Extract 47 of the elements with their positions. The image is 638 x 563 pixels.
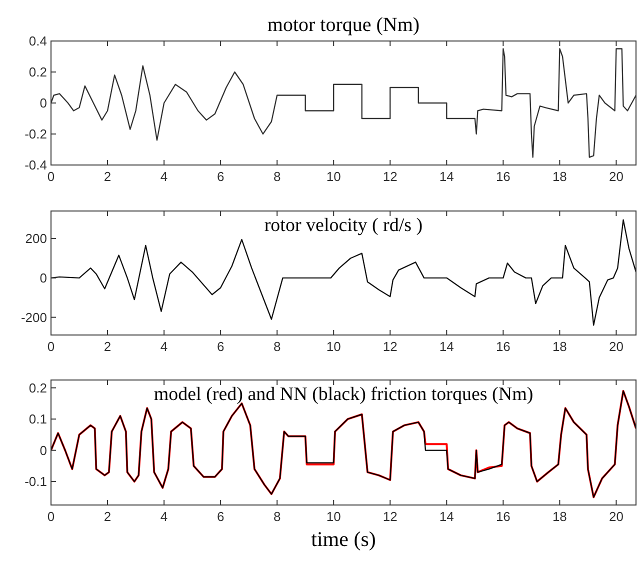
y-tick-label: -200 bbox=[20, 310, 47, 325]
chart-title: motor torque (Nm) bbox=[267, 14, 420, 36]
x-tick-label: 4 bbox=[160, 169, 168, 184]
x-tick-label: 12 bbox=[382, 339, 398, 354]
x-tick-label: 14 bbox=[439, 339, 454, 354]
y-tick-label: 0 bbox=[40, 442, 47, 458]
x-axis-title: time (s) bbox=[311, 527, 376, 551]
x-tick-label: 14 bbox=[439, 169, 454, 184]
x-tick-label: 12 bbox=[382, 509, 398, 524]
x-tick-label: 16 bbox=[496, 169, 510, 184]
x-tick-label: 6 bbox=[216, 509, 224, 524]
x-tick-label: 20 bbox=[608, 169, 624, 184]
y-tick-label: 0.2 bbox=[28, 380, 47, 396]
x-tick-label: 16 bbox=[496, 509, 510, 524]
x-tick-label: 8 bbox=[273, 339, 281, 354]
y-tick-label: 0.2 bbox=[28, 64, 47, 80]
x-tick-label: 2 bbox=[104, 169, 112, 184]
x-tick-label: 10 bbox=[326, 509, 341, 524]
x-tick-label: 14 bbox=[439, 509, 454, 524]
x-tick-label: 4 bbox=[160, 339, 168, 354]
x-tick-label: 16 bbox=[496, 339, 510, 354]
y-tick-label: -0.2 bbox=[24, 126, 47, 142]
x-tick-label: 8 bbox=[273, 169, 281, 184]
x-tick-label: 2 bbox=[104, 339, 112, 354]
y-tick-label: -0.4 bbox=[24, 158, 47, 173]
y-tick-label: 0.1 bbox=[28, 412, 47, 427]
y-tick-label: 200 bbox=[25, 231, 47, 246]
y-tick-label: 0 bbox=[40, 96, 47, 111]
x-tick-label: 2 bbox=[104, 509, 112, 524]
x-tick-label: 20 bbox=[608, 509, 624, 524]
x-tick-label: 6 bbox=[216, 169, 224, 184]
x-tick-label: 6 bbox=[216, 339, 224, 354]
x-tick-label: 18 bbox=[552, 509, 567, 524]
chart-title: rotor velocity ( rd/s ) bbox=[264, 215, 423, 236]
x-tick-label: 20 bbox=[608, 339, 624, 354]
y-tick-label: 0.4 bbox=[28, 34, 47, 49]
x-tick-label: 18 bbox=[552, 169, 567, 184]
chart-title: model (red) and NN (black) friction torques (Nm) bbox=[154, 384, 534, 405]
x-tick-label: 10 bbox=[326, 339, 341, 354]
x-tick-label: 8 bbox=[273, 509, 281, 524]
y-tick-label: -0.1 bbox=[24, 474, 47, 490]
x-tick-label: 12 bbox=[382, 169, 398, 184]
y-tick-label: 0 bbox=[40, 270, 47, 286]
line-series bbox=[51, 219, 636, 326]
x-tick-label: 4 bbox=[160, 509, 168, 524]
x-tick-label: 10 bbox=[326, 169, 341, 184]
x-tick-label: 18 bbox=[552, 339, 567, 354]
